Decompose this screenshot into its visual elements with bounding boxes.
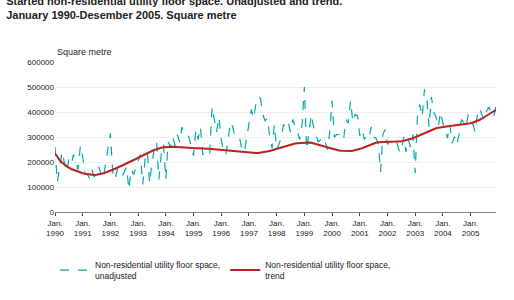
svg-text:Jan.1998: Jan.1998 <box>268 219 286 238</box>
svg-text:500000: 500000 <box>27 83 54 92</box>
svg-text:Non-residential utility floor: Non-residential utility floor space,tren… <box>265 260 390 281</box>
svg-text:Jan.2002: Jan.2002 <box>379 219 397 238</box>
svg-text:Jan.1993: Jan.1993 <box>129 219 147 238</box>
svg-text:0: 0 <box>50 208 55 217</box>
svg-text:Jan.2004: Jan.2004 <box>434 219 452 238</box>
svg-text:Jan.1995: Jan.1995 <box>185 219 203 238</box>
svg-text:Jan.2003: Jan.2003 <box>406 219 424 238</box>
svg-text:Jan.1992: Jan.1992 <box>102 219 120 238</box>
svg-text:300000: 300000 <box>27 133 54 142</box>
svg-text:Jan.1999: Jan.1999 <box>295 219 313 238</box>
svg-text:200000: 200000 <box>27 158 54 167</box>
svg-text:100000: 100000 <box>27 183 54 192</box>
svg-text:Square metre: Square metre <box>57 47 112 57</box>
svg-text:Non-residential utility floor: Non-residential utility floor space,unad… <box>95 260 220 281</box>
svg-text:Jan.1997: Jan.1997 <box>240 219 258 238</box>
svg-text:Started non-residential utilit: Started non-residential utility floor sp… <box>6 0 342 21</box>
svg-text:Jan.2000: Jan.2000 <box>323 219 341 238</box>
svg-text:600000: 600000 <box>27 58 54 67</box>
svg-text:400000: 400000 <box>27 108 54 117</box>
svg-text:Jan.1994: Jan.1994 <box>157 219 175 238</box>
svg-text:Jan.1991: Jan.1991 <box>74 219 92 238</box>
svg-text:Jan.1990: Jan.1990 <box>46 219 64 238</box>
svg-text:Jan.1996: Jan.1996 <box>212 219 230 238</box>
svg-text:Jan.2001: Jan.2001 <box>351 219 369 238</box>
svg-text:Jan.2005: Jan.2005 <box>462 219 480 238</box>
